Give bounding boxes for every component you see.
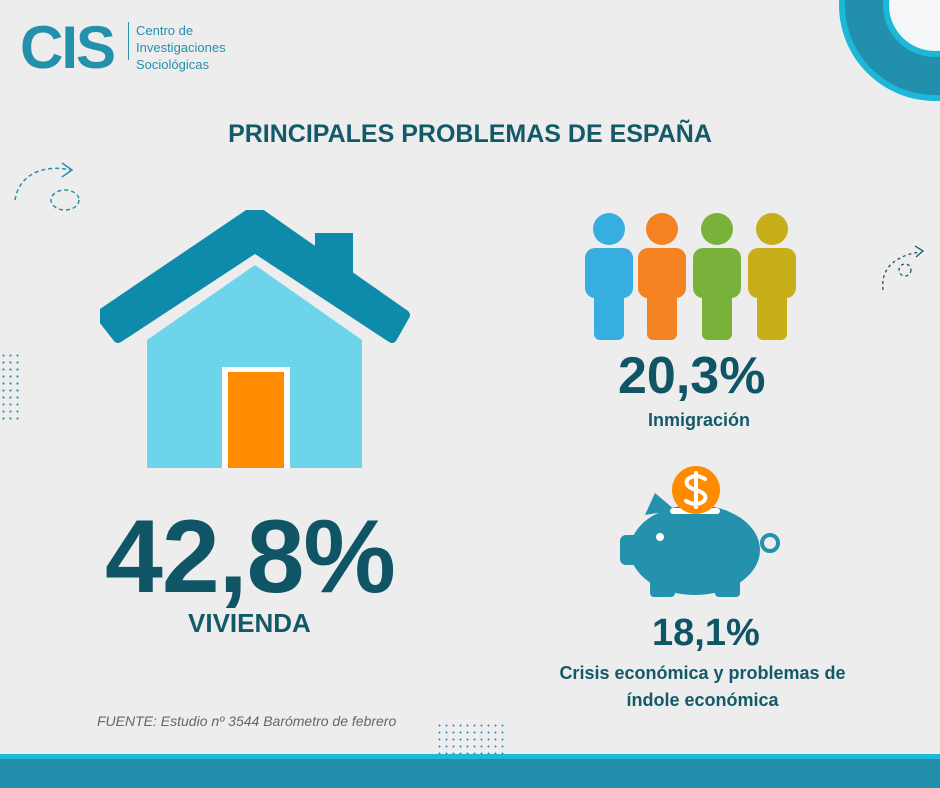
housing-percentage: 42,8% xyxy=(105,499,396,615)
logo-letters: CIS xyxy=(20,14,116,81)
house-icon xyxy=(100,210,410,468)
piggy-bank-icon xyxy=(620,466,780,597)
footer-bar xyxy=(0,759,940,788)
dot-grid-decoration xyxy=(436,722,506,754)
logo-line: Sociológicas xyxy=(136,57,209,72)
footer-accent-line xyxy=(0,754,940,759)
housing-label: VIVIENDA xyxy=(188,608,311,638)
economy-percentage: 18,1% xyxy=(652,612,760,654)
immigration-label: Inmigración xyxy=(648,410,751,430)
economy-label-line: Crisis económica y problemas de xyxy=(559,663,846,683)
economy-label: Crisis económica y problemas de índole e… xyxy=(530,660,875,714)
immigration-percentage: 20,3% xyxy=(618,347,766,405)
economy-label-line: índole económica xyxy=(626,690,779,710)
arrow-doodle-icon xyxy=(14,162,80,211)
people-icon xyxy=(585,213,796,340)
corner-ring-decoration xyxy=(839,0,940,101)
logo-divider xyxy=(128,22,129,60)
page-title: PRINCIPALES PROBLEMAS DE ESPAÑA xyxy=(228,120,712,148)
logo-name: Centro de Investigaciones Sociológicas xyxy=(136,22,226,73)
logo-line: Investigaciones xyxy=(136,40,226,55)
arrow-doodle-icon xyxy=(882,245,925,291)
source-note: FUENTE: Estudio nº 3544 Barómetro de feb… xyxy=(97,713,397,729)
dot-grid-decoration xyxy=(0,352,22,424)
logo-line: Centro de xyxy=(136,23,194,38)
